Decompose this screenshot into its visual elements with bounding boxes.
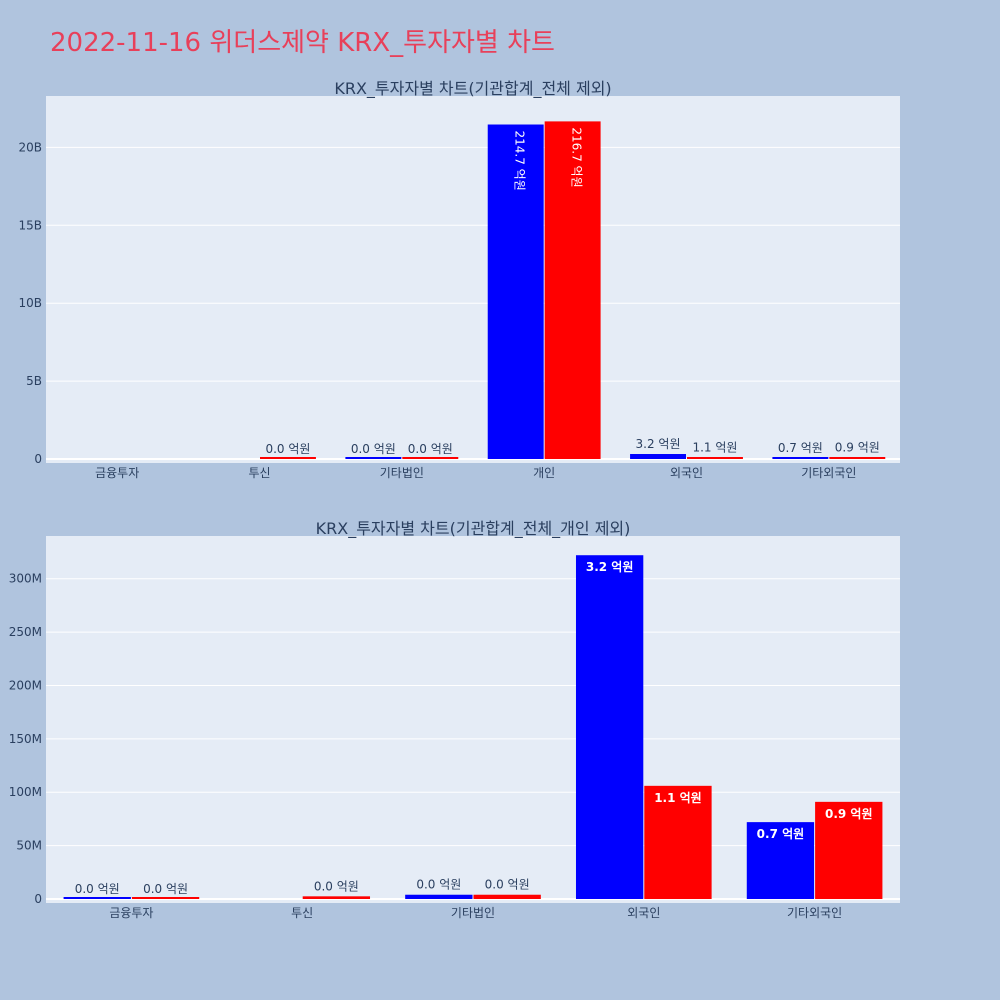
bar bbox=[746, 822, 815, 899]
bar bbox=[131, 897, 200, 899]
x-tick-label: 금융투자 bbox=[109, 906, 153, 920]
data-label: 0.0 억원 bbox=[75, 882, 120, 896]
bar bbox=[405, 894, 473, 899]
bar bbox=[644, 785, 712, 899]
bar bbox=[487, 124, 544, 459]
y-tick-label: 200M bbox=[9, 678, 42, 692]
bar bbox=[772, 457, 829, 459]
chart-2: 0 50M 100M 150M 200M 250M 300M KRX_투자자별 차트(기관합계… bbox=[9, 519, 900, 920]
data-label: 0.0 억원 bbox=[265, 442, 310, 456]
bar bbox=[829, 457, 886, 459]
bar bbox=[687, 457, 743, 459]
chart-1: 0 5B 10B 15B 20B KRX_투자자별 차트(기관합계_전체 제외) 금융투자 투… bbox=[18, 79, 900, 480]
y-tick-label: 0 bbox=[34, 452, 42, 466]
y-tick-label: 0 bbox=[34, 892, 42, 906]
bar bbox=[260, 457, 316, 459]
data-label: 216.7 억원 bbox=[570, 127, 584, 187]
data-label: 3.2 억원 bbox=[586, 560, 634, 574]
data-label: 0.0 억원 bbox=[143, 882, 188, 896]
x-tick-label: 기타외국인 bbox=[787, 906, 842, 920]
page-title: 2022-11-16 위더스제약 KRX_투자자별 차트 bbox=[50, 28, 555, 58]
bar bbox=[345, 457, 402, 459]
chart-title: KRX_투자자별 차트(기관합계_전체_개인 제외) bbox=[316, 519, 631, 539]
y-tick-label: 20B bbox=[18, 140, 42, 154]
plot-area bbox=[46, 96, 900, 463]
data-label: 0.9 억원 bbox=[835, 441, 880, 455]
data-label: 1.1 억원 bbox=[692, 440, 737, 454]
bar bbox=[575, 555, 644, 899]
x-tick-label: 투신 bbox=[291, 906, 313, 920]
data-label: 0.0 억원 bbox=[314, 879, 359, 893]
y-tick-label: 15B bbox=[18, 218, 42, 232]
y-tick-label: 10B bbox=[18, 296, 42, 310]
x-tick-label: 기타외국인 bbox=[801, 466, 856, 480]
bar bbox=[302, 896, 371, 899]
y-tick-label: 100M bbox=[9, 785, 42, 799]
y-tick-label: 5B bbox=[26, 374, 42, 388]
y-tick-label: 250M bbox=[9, 625, 42, 639]
y-tick-label: 150M bbox=[9, 732, 42, 746]
data-label: 214.7 억원 bbox=[513, 131, 527, 191]
x-tick-label: 외국인 bbox=[670, 466, 703, 480]
x-tick-label: 투신 bbox=[248, 466, 270, 480]
data-label: 0.7 억원 bbox=[757, 827, 805, 841]
data-label: 0.0 억원 bbox=[408, 442, 453, 456]
x-tick-label: 외국인 bbox=[627, 906, 660, 920]
chart-title: KRX_투자자별 차트(기관합계_전체 제외) bbox=[334, 79, 611, 99]
data-label: 3.2 억원 bbox=[636, 437, 681, 451]
data-label: 0.7 억원 bbox=[778, 441, 823, 455]
bar bbox=[544, 121, 601, 460]
data-label: 0.0 억원 bbox=[485, 878, 530, 892]
x-tick-label: 기타법인 bbox=[380, 466, 424, 480]
bar bbox=[630, 454, 686, 459]
bar bbox=[815, 801, 883, 899]
data-label: 0.0 억원 bbox=[416, 878, 461, 892]
x-tick-label: 기타법인 bbox=[451, 906, 495, 920]
bar bbox=[473, 894, 541, 899]
data-label: 1.1 억원 bbox=[654, 791, 702, 805]
x-tick-label: 금융투자 bbox=[95, 466, 139, 480]
bar bbox=[63, 897, 131, 899]
x-tick-label: 개인 bbox=[533, 466, 555, 480]
data-label: 0.0 억원 bbox=[351, 442, 396, 456]
data-label: 0.9 억원 bbox=[825, 807, 873, 821]
bar bbox=[402, 457, 459, 459]
y-tick-label: 300M bbox=[9, 572, 42, 586]
y-tick-label: 50M bbox=[16, 839, 42, 853]
